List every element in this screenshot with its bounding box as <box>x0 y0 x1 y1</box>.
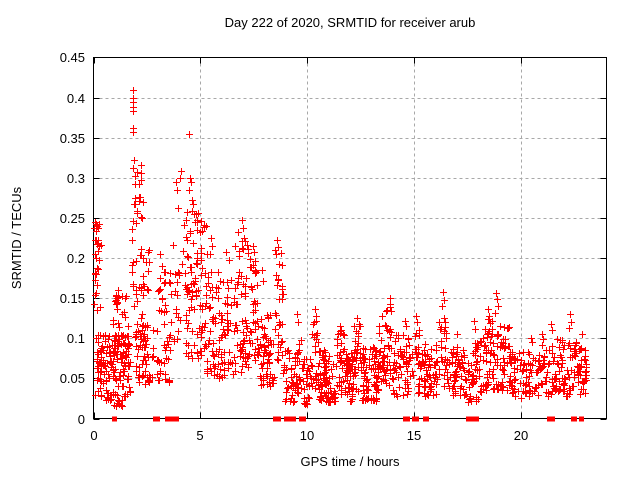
zero-value-square <box>276 416 281 422</box>
y-tick-label: 0.35 <box>60 131 85 146</box>
chart-title: Day 222 of 2020, SRMTID for receiver aru… <box>225 15 476 30</box>
x-tick-label: 20 <box>514 428 528 443</box>
plot-border <box>93 57 607 419</box>
y-tick-label: 0.2 <box>67 251 85 266</box>
zero-value-square <box>112 416 117 422</box>
y-tick-label: 0.4 <box>67 91 85 106</box>
grid-lines <box>93 57 607 419</box>
zero-value-square <box>474 416 479 422</box>
zero-value-square <box>301 416 306 422</box>
zero-value-marks <box>112 416 584 422</box>
zero-value-square <box>405 416 410 422</box>
y-axis-label: SRMTID / TECUs <box>9 186 24 289</box>
x-tick-label: 15 <box>407 428 421 443</box>
y-tick-label: 0.15 <box>60 291 85 306</box>
zero-value-square <box>424 416 429 422</box>
zero-value-square <box>579 416 584 422</box>
y-tick-label: 0.05 <box>60 371 85 386</box>
data-points <box>91 87 590 410</box>
y-tick-label: 0.45 <box>60 50 85 65</box>
tick-labels: 0 5 10 15 20 0 0.05 0.1 0.15 0.2 0.25 0.3 0.35 0.4 0.4… <box>60 50 529 443</box>
y-tick-label: 0 <box>78 412 85 427</box>
zero-value-square <box>414 416 419 422</box>
x-axis-label: GPS time / hours <box>301 454 400 469</box>
zero-value-square <box>174 416 179 422</box>
scatter-plus-markers <box>91 87 590 410</box>
zero-value-square <box>468 416 473 422</box>
zero-value-square <box>550 416 555 422</box>
zero-value-square <box>572 416 577 422</box>
plot-border-rect <box>93 57 607 419</box>
zero-value-square <box>155 416 160 422</box>
x-tick-label: 0 <box>90 428 97 443</box>
zero-value-square <box>286 416 291 422</box>
y-tick-label: 0.1 <box>67 331 85 346</box>
y-tick-label: 0.3 <box>67 171 85 186</box>
x-tick-label: 5 <box>196 428 203 443</box>
y-tick-label: 0.25 <box>60 211 85 226</box>
x-tick-label: 10 <box>300 428 314 443</box>
zero-value-square <box>291 416 296 422</box>
